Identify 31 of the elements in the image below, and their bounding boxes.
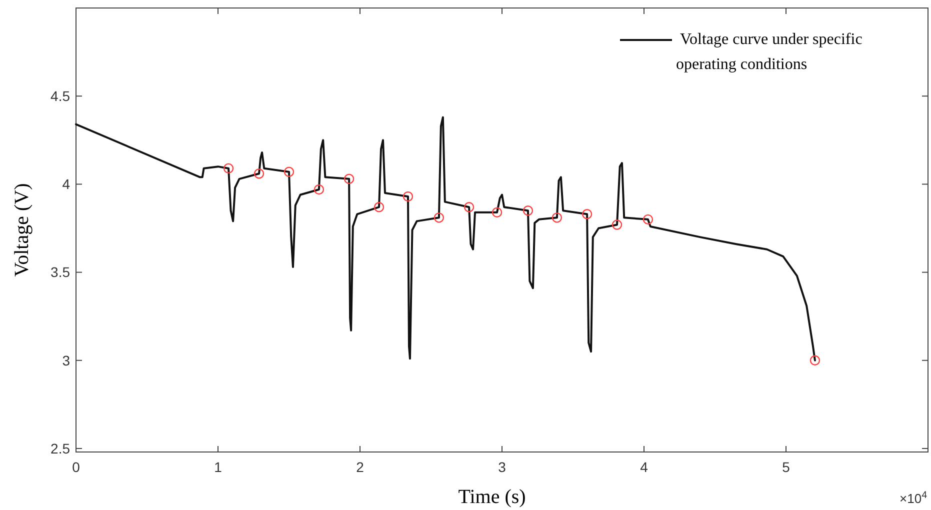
point bbox=[223, 163, 234, 174]
x-tick-label: 2 bbox=[356, 459, 364, 475]
legend-label: Voltage curve under specific operating conditions bbox=[676, 31, 862, 73]
point bbox=[612, 220, 622, 230]
point bbox=[374, 202, 384, 212]
y-tick-label: 3 bbox=[62, 352, 70, 368]
point bbox=[402, 191, 414, 202]
y-tick-label: 4.5 bbox=[50, 88, 70, 104]
x-tick-label: 1 bbox=[214, 459, 222, 475]
point bbox=[284, 166, 294, 177]
y-tick-label: 2.5 bbox=[50, 440, 70, 456]
point bbox=[314, 184, 324, 195]
x-tick-label: 5 bbox=[782, 459, 790, 475]
point bbox=[254, 168, 264, 179]
point bbox=[464, 202, 474, 212]
x-tick-label: 4 bbox=[640, 459, 648, 475]
point bbox=[522, 206, 534, 216]
x-tick-label: 0 bbox=[72, 459, 80, 475]
point bbox=[492, 207, 502, 218]
x-tick-label: 3 bbox=[498, 459, 506, 475]
y-tick-label: 4 bbox=[62, 176, 70, 192]
point bbox=[552, 212, 562, 223]
point bbox=[810, 355, 820, 366]
y-axis-title: Voltage (V) bbox=[11, 183, 33, 277]
point bbox=[434, 212, 444, 223]
point bbox=[582, 209, 592, 220]
x-axis-title: Time (s) bbox=[458, 486, 526, 508]
point bbox=[344, 174, 354, 184]
y-tick-label: 3.5 bbox=[50, 264, 70, 280]
point bbox=[642, 214, 654, 225]
text: ×10$^{4}$ bbox=[900, 490, 928, 506]
